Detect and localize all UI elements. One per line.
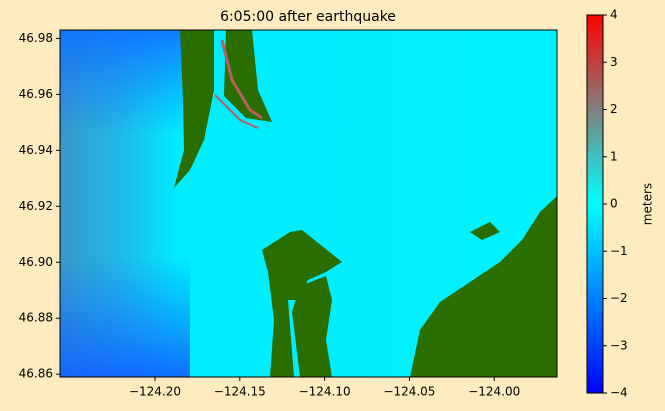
y-tick-label: 46.98 <box>19 31 53 45</box>
colorbar-tick-label: 2 <box>610 102 618 116</box>
colorbar-tick-label: −4 <box>610 386 628 400</box>
land <box>262 230 342 377</box>
colorbar-tick-label: 4 <box>610 8 618 22</box>
y-tick-label: 46.94 <box>19 143 53 157</box>
colorbar-tick-label: 1 <box>610 149 618 163</box>
land <box>174 30 214 188</box>
colorbar <box>586 14 604 394</box>
land <box>410 196 557 377</box>
land <box>470 222 500 240</box>
y-tick-label: 46.92 <box>19 199 53 213</box>
chart-title: 6:05:00 after earthquake <box>220 9 396 25</box>
colorbar-tick-label: 3 <box>610 55 618 69</box>
map-image <box>60 30 557 377</box>
colorbar-tick-label: 0 <box>610 197 618 211</box>
x-tick-label: −124.10 <box>299 385 351 399</box>
y-tick-label: 46.90 <box>19 255 53 269</box>
colorbar-tick-label: −1 <box>610 244 628 258</box>
x-tick-label: −124.05 <box>383 385 435 399</box>
colorbar-tick-label: −3 <box>610 338 628 352</box>
axes-frame <box>59 29 558 378</box>
colorbar-tick-label: −2 <box>610 291 628 305</box>
land <box>292 276 332 377</box>
y-tick-label: 46.88 <box>19 311 53 325</box>
x-tick-label: −124.20 <box>129 385 181 399</box>
x-tick-label: −124.00 <box>468 385 520 399</box>
colorbar-label: meters <box>641 183 655 225</box>
x-tick-label: −124.15 <box>214 385 266 399</box>
y-tick-label: 46.86 <box>19 367 53 381</box>
y-tick-label: 46.96 <box>19 87 53 101</box>
land <box>224 30 272 122</box>
